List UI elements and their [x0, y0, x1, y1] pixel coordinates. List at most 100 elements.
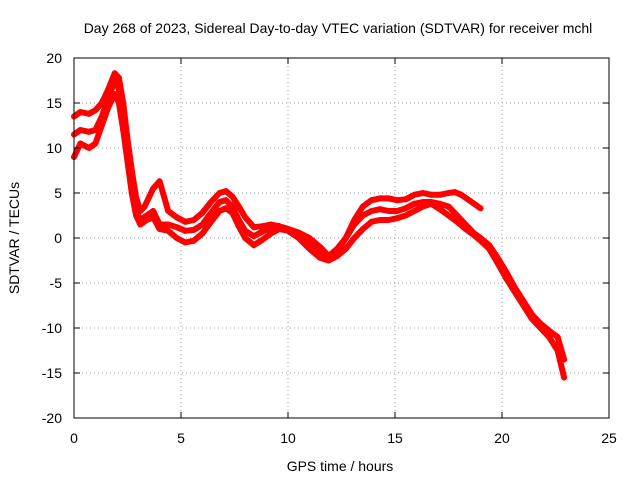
data-point: [368, 218, 375, 225]
y-tick-label: 10: [46, 140, 62, 156]
data-point: [242, 235, 249, 241]
data-point: [182, 227, 189, 234]
data-point: [419, 203, 426, 210]
data-point: [120, 127, 127, 133]
data-point: [92, 107, 99, 114]
data-point: [317, 244, 324, 250]
data-point: [306, 235, 313, 241]
data-point: [111, 77, 118, 84]
data-point: [377, 217, 384, 223]
data-point: [411, 200, 418, 207]
data-point: [250, 233, 257, 240]
data-point: [385, 195, 392, 202]
data-point: [458, 191, 465, 198]
x-tick-label: 5: [177, 430, 185, 446]
y-tick-label: 5: [54, 185, 62, 201]
data-point: [402, 212, 409, 219]
y-tick-label: 0: [54, 230, 62, 246]
data-point: [222, 205, 229, 212]
data-point: [451, 189, 458, 196]
data-point: [436, 191, 443, 198]
data-point: [317, 254, 324, 261]
data-point: [85, 145, 92, 151]
data-point: [494, 260, 501, 267]
data-point: [115, 74, 122, 81]
data-point: [520, 302, 527, 309]
data-point: [471, 232, 478, 239]
data-point: [359, 226, 366, 232]
data-point: [394, 208, 401, 214]
data-point: [411, 208, 418, 214]
data-point: [250, 242, 257, 249]
x-tick-label: 10: [280, 430, 296, 446]
data-point: [436, 206, 443, 213]
ticks: 0 5 10 15 20 25 -20 -15 -10 -5 0 5 10 15 20: [42, 50, 617, 446]
data-point: [182, 218, 189, 225]
x-axis-label: GPS time / hours: [287, 458, 394, 474]
data-point: [216, 190, 223, 196]
data-point: [133, 212, 140, 219]
data-point: [368, 208, 375, 214]
data-point: [150, 185, 157, 192]
data-point: [402, 205, 409, 212]
series-layer: [71, 70, 568, 381]
data-point: [98, 122, 105, 129]
data-point: [222, 188, 229, 195]
data-point: [229, 209, 236, 216]
data-point: [368, 197, 375, 204]
data-point: [267, 224, 274, 231]
chart-title: Day 268 of 2023, Sidereal Day-to-day VTE…: [84, 20, 593, 36]
data-point: [250, 224, 257, 231]
data-point: [85, 110, 92, 117]
data-point: [351, 235, 358, 241]
data-point: [190, 237, 197, 244]
data-point: [165, 208, 172, 214]
data-point: [124, 158, 131, 165]
data-point: [242, 214, 249, 221]
data-point: [477, 205, 484, 212]
data-point: [222, 197, 229, 204]
data-point: [537, 325, 544, 331]
data-point: [394, 197, 401, 204]
series-line-track-3: [71, 91, 568, 381]
y-tick-label: -10: [42, 320, 62, 336]
data-point: [259, 228, 266, 235]
data-point: [462, 226, 469, 232]
data-point: [377, 206, 384, 213]
data-point: [259, 236, 266, 243]
data-point: [85, 128, 92, 135]
data-point: [285, 227, 291, 234]
data-point: [207, 218, 214, 225]
data-point: [554, 347, 561, 354]
data-point: [235, 203, 242, 210]
data-point: [207, 209, 214, 216]
data-point: [111, 70, 118, 77]
y-axis-label: SDTVAR / TECUs: [6, 182, 22, 294]
data-point: [554, 334, 561, 340]
data-point: [276, 226, 283, 232]
data-point: [216, 208, 223, 214]
data-point: [385, 217, 392, 223]
data-point: [115, 100, 122, 106]
data-point: [137, 221, 144, 228]
data-point: [454, 218, 461, 225]
data-point: [334, 245, 341, 252]
data-point: [182, 239, 189, 246]
data-point: [486, 245, 493, 252]
data-point: [77, 127, 84, 133]
data-point: [207, 199, 214, 205]
data-point: [190, 217, 197, 223]
data-point: [377, 195, 384, 202]
data-point: [342, 245, 349, 252]
data-point: [351, 221, 358, 228]
data-point: [77, 109, 84, 115]
data-point: [77, 140, 84, 147]
y-tick-label: -15: [42, 365, 62, 381]
data-point: [411, 191, 418, 198]
data-point: [216, 199, 223, 205]
x-tick-label: 20: [494, 430, 510, 446]
data-point: [173, 214, 180, 221]
data-point: [359, 203, 366, 210]
data-point: [402, 196, 409, 203]
